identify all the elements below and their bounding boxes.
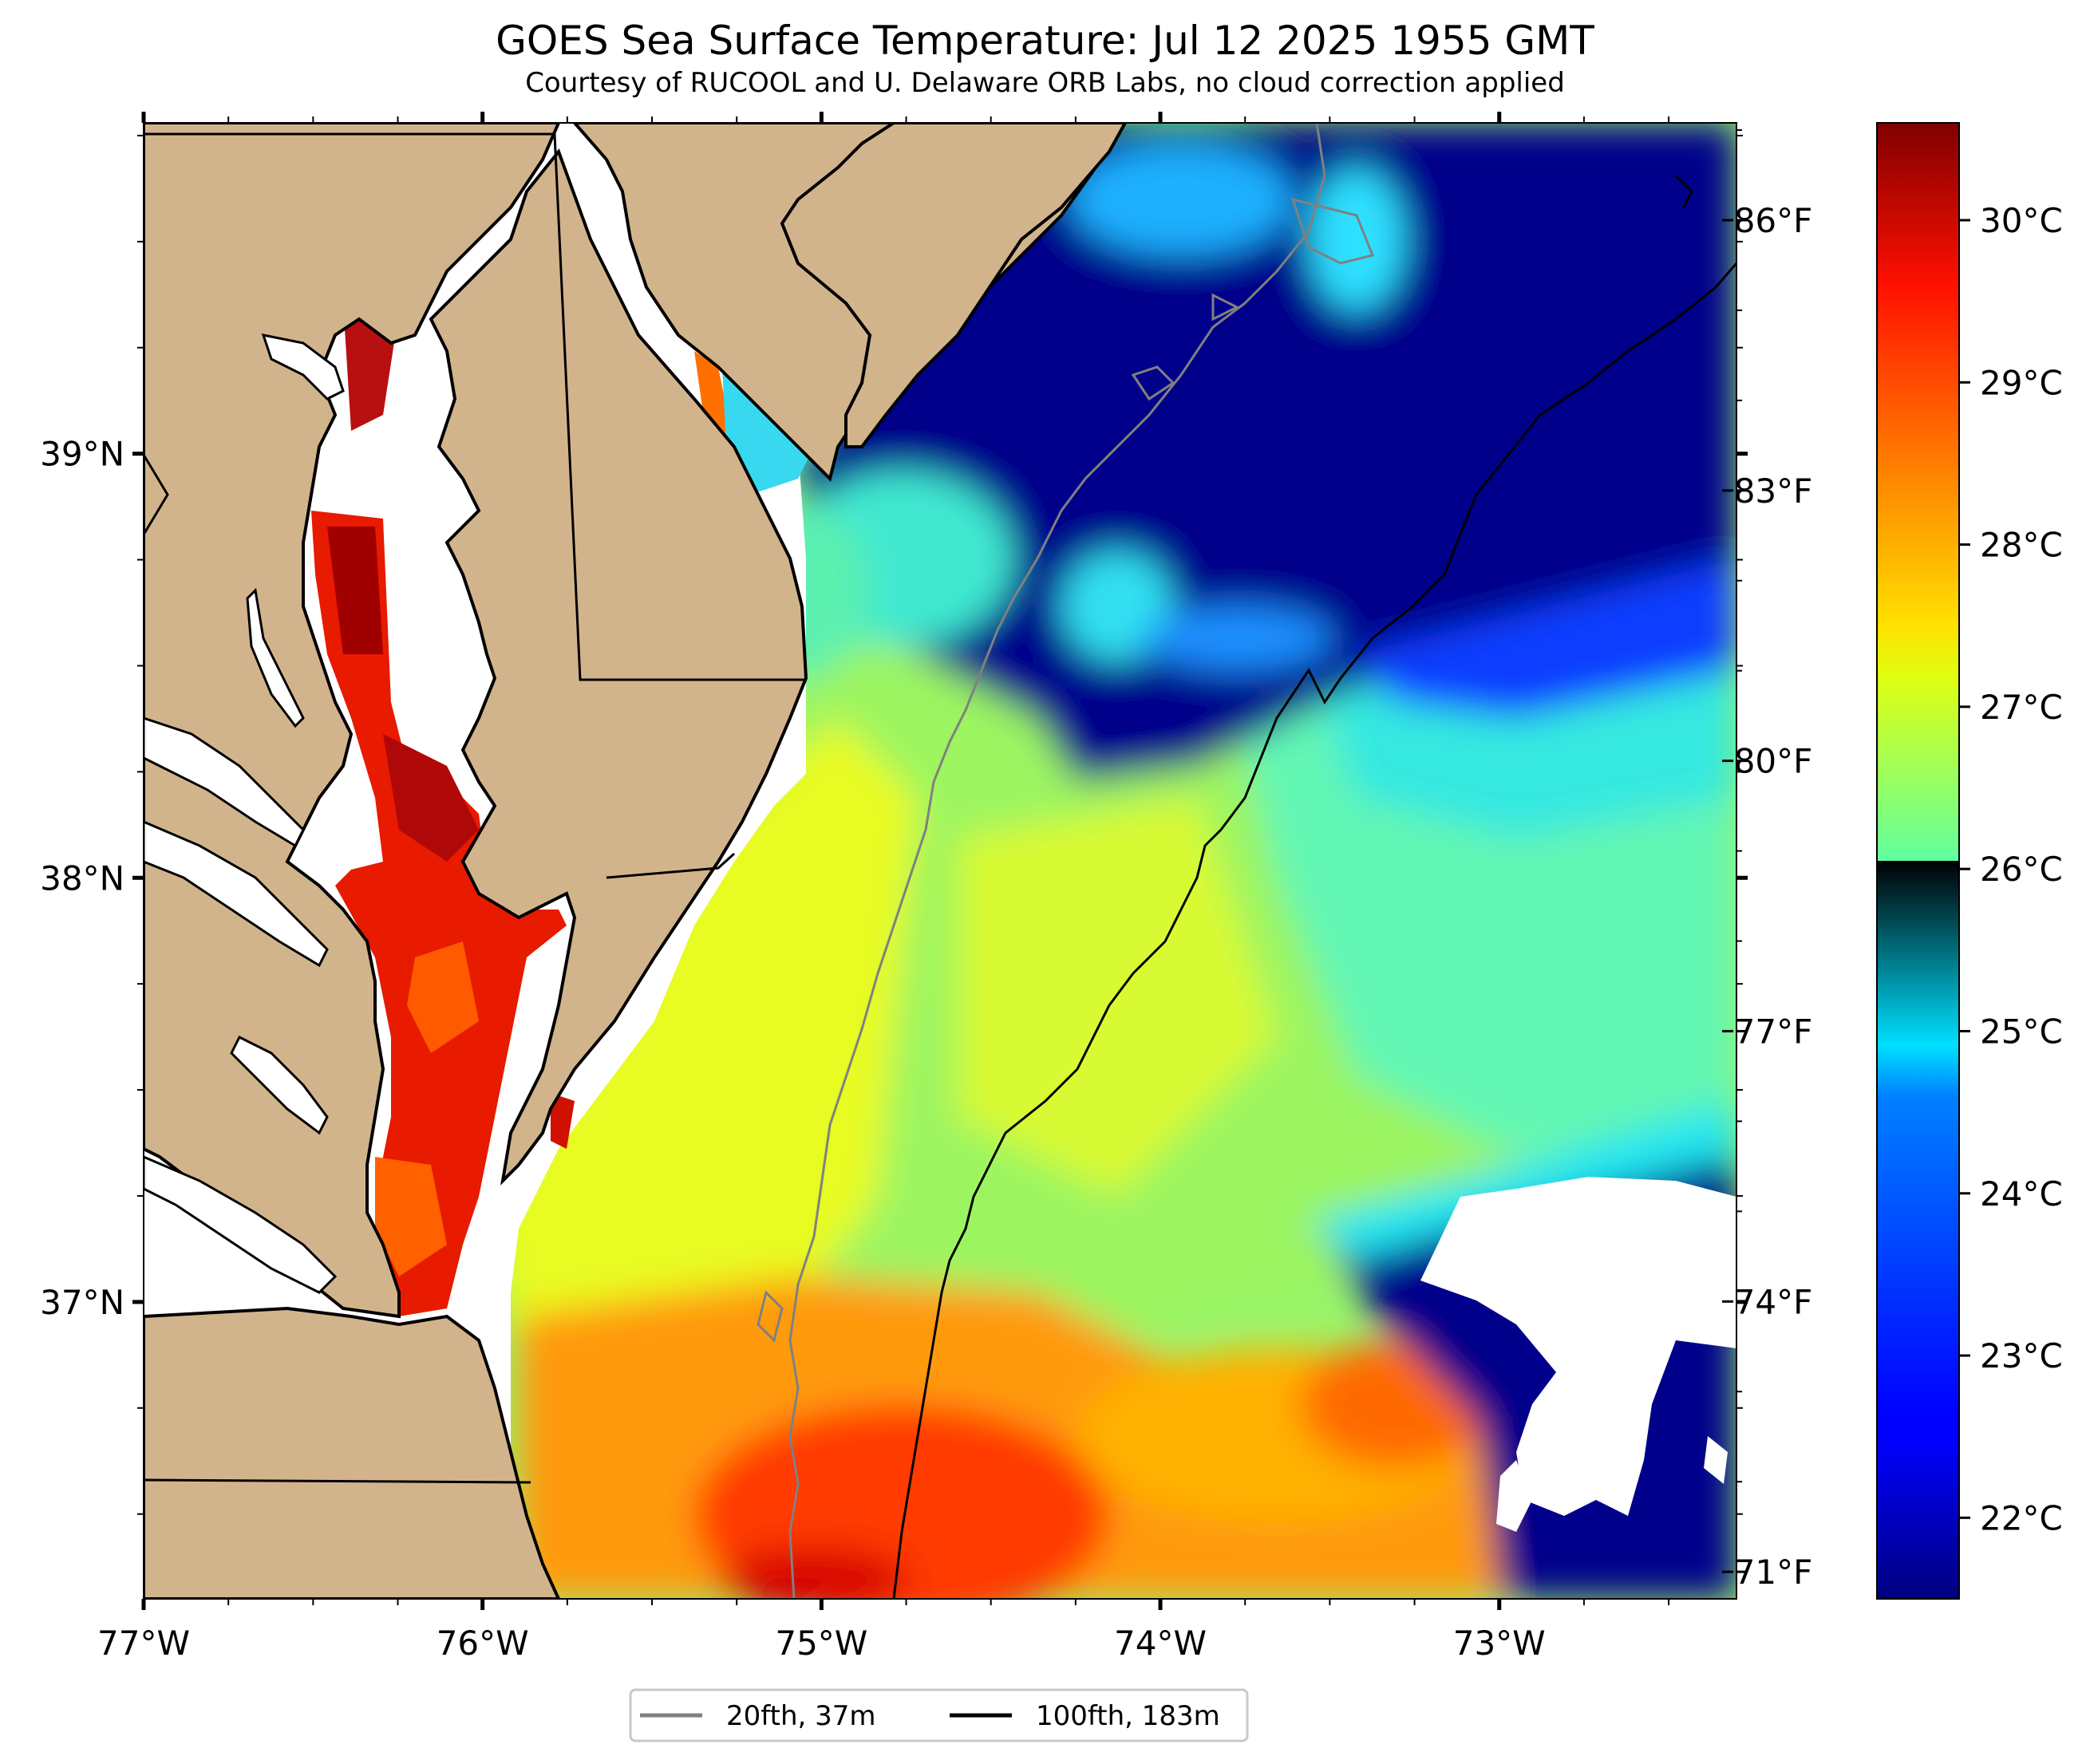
lat-tick-label: 37°N [40, 1283, 124, 1322]
colorbar-celsius-label: 27°C [1980, 688, 2063, 727]
colorbar-celsius-label: 23°C [1980, 1336, 2063, 1375]
state-boundaries [144, 132, 806, 1484]
rivers [144, 333, 345, 1294]
contour-legend: 20fth, 37m 100fth, 183m [629, 1688, 1249, 1742]
colorbar: 22°C 23°C 24°C 25°C 26°C 27°C 28°C 29°C 30°C 71°… [1722, 122, 2063, 1600]
lon-tick-label: 77°W [97, 1624, 190, 1663]
colorbar-celsius-axis: 22°C 23°C 24°C 25°C 26°C 27°C 28°C 29°C 30°C [1959, 201, 2063, 1537]
longitude-axis: 77°W 76°W 75°W 74°W 73°W [97, 112, 1670, 1663]
colorbar-celsius-label: 28°C [1980, 526, 2063, 565]
colorbar-celsius-label: 25°C [1980, 1012, 2063, 1051]
lat-tick-label: 39°N [40, 435, 124, 474]
latitude-axis: 39°N 38°N 37°N [40, 134, 1748, 1515]
lon-tick-label: 75°W [775, 1624, 867, 1663]
lon-tick-label: 73°W [1453, 1624, 1546, 1663]
legend-box [629, 1688, 1249, 1742]
colorbar-fahrenheit-axis: 71°F74°F77°F80°F83°F86°F [1722, 129, 1812, 1592]
isobath-20fth [757, 123, 1375, 1599]
colorbar-gradient [1876, 122, 1960, 1600]
colorbar-celsius-label: 24°C [1980, 1174, 2063, 1213]
map-subtitle: Courtesy of RUCOOL and U. Delaware ORB L… [525, 67, 1565, 99]
map-area [144, 123, 1736, 1599]
legend-label-20fth: 20fth, 37m [726, 1700, 876, 1732]
isobath-100fth [892, 174, 1736, 1599]
sst-field [479, 123, 1736, 1599]
colorbar-celsius-label: 26°C [1980, 850, 2063, 889]
colorbar-celsius-label: 22°C [1980, 1498, 2063, 1537]
colorbar-celsius-label: 29°C [1980, 363, 2063, 402]
colorbar-celsius-label: 30°C [1980, 201, 2063, 240]
lon-tick-label: 76°W [437, 1624, 529, 1663]
legend-label-100fth: 100fth, 183m [1036, 1700, 1220, 1732]
land [144, 123, 1128, 1599]
lon-tick-label: 74°W [1114, 1624, 1207, 1663]
cloud-mask [1420, 1177, 1736, 1516]
map-title: GOES Sea Surface Temperature: Jul 12 202… [496, 18, 1594, 64]
map-frame [143, 122, 1737, 1600]
lat-tick-label: 38°N [40, 858, 124, 898]
